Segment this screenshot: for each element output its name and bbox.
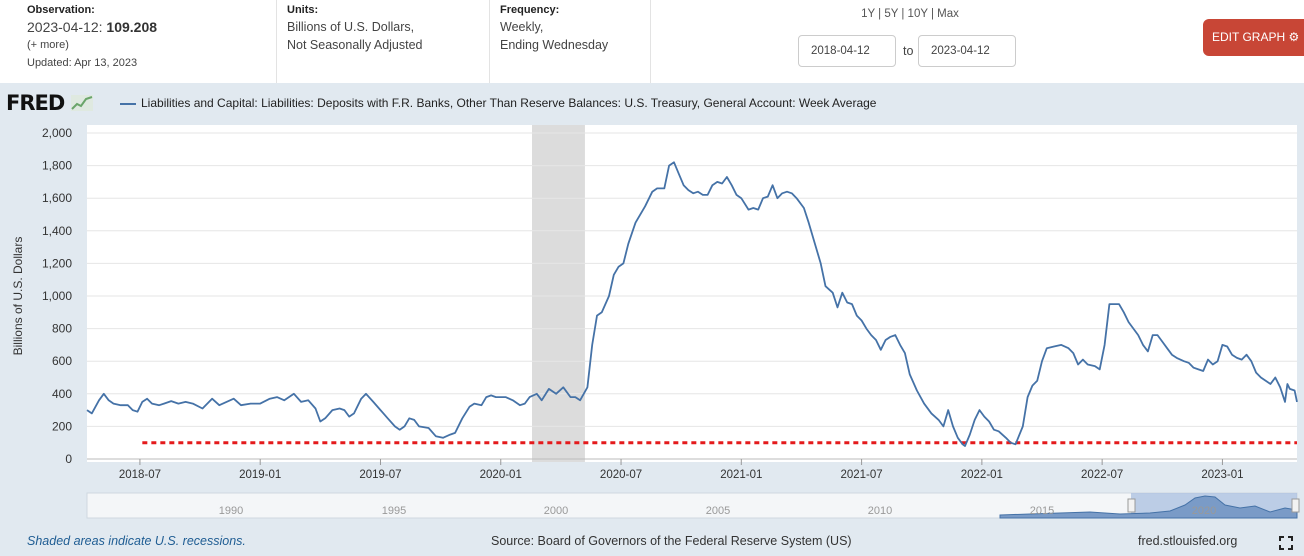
legend-swatch (120, 102, 136, 105)
more-link[interactable]: (+ more) (27, 39, 69, 51)
range-selector[interactable]: 1Y | 5Y | 10Y | Max (861, 8, 959, 20)
site-link[interactable]: fred.stlouisfed.org (1138, 534, 1238, 548)
y-tick-label-1800: 1,800 (42, 159, 72, 173)
x-tick-label-2019-01: 2019-01 (239, 469, 281, 481)
y-tick-label-800: 800 (52, 322, 72, 336)
date-from-input[interactable]: 2018-04-12 (798, 35, 896, 67)
y-tick-label-1400: 1,400 (42, 224, 72, 238)
observation-date: 2023-04-12: (27, 19, 103, 35)
fullscreen-icon[interactable] (1279, 536, 1293, 550)
x-tick-label-2019-07: 2019-07 (359, 469, 401, 481)
x-tick-label-2022-01: 2022-01 (961, 469, 1003, 481)
frequency-line1: Weekly, (500, 20, 544, 34)
x-tick-label-2021-07: 2021-07 (840, 469, 882, 481)
navigator-label-2020: 2020 (1192, 505, 1216, 517)
recession-note: Shaded areas indicate U.S. recessions. (27, 534, 246, 548)
frequency-label: Frequency: (500, 4, 560, 16)
y-tick-label-2000: 2,000 (42, 126, 72, 140)
navigator-label-2000: 2000 (544, 505, 568, 517)
units-line1: Billions of U.S. Dollars, (287, 20, 415, 34)
navigator-label-1990: 1990 (219, 505, 243, 517)
x-tick-label-2021-01: 2021-01 (720, 469, 762, 481)
fred-logo: FRED (6, 91, 93, 115)
updated-date: Updated: Apr 13, 2023 (27, 57, 138, 69)
navigator-label-2015: 2015 (1030, 505, 1054, 517)
edit-graph-button[interactable]: EDIT GRAPH ⚙ (1203, 19, 1304, 56)
observation-label: Observation: (27, 4, 95, 16)
date-to-input[interactable]: 2023-04-12 (918, 35, 1016, 67)
units-label: Units: (287, 4, 319, 16)
header-bar: Observation: 2023-04-12: 109.208 (+ more… (0, 0, 1304, 83)
units-line2: Not Seasonally Adjusted (287, 38, 423, 52)
edit-graph-label: EDIT GRAPH (1212, 30, 1286, 44)
recession-band (532, 125, 585, 462)
x-tick-label-2018-07: 2018-07 (119, 469, 161, 481)
source-note: Source: Board of Governors of the Federa… (491, 534, 852, 548)
y-tick-label-200: 200 (52, 419, 72, 433)
y-tick-label-600: 600 (52, 354, 72, 368)
y-tick-label-400: 400 (52, 387, 72, 401)
plot-background (87, 125, 1297, 462)
y-tick-label-1200: 1,200 (42, 256, 72, 270)
navigator-handle-right (1291, 498, 1300, 513)
x-tick-label-2022-07: 2022-07 (1081, 469, 1123, 481)
x-tick-label-2020-07: 2020-07 (600, 469, 642, 481)
y-tick-label-1000: 1,000 (42, 289, 72, 303)
fred-logo-chart-icon (70, 95, 93, 111)
units-panel: Units: Billions of U.S. Dollars, Not Sea… (277, 0, 490, 83)
navigator-label-2005: 2005 (706, 505, 730, 517)
frequency-line2: Ending Wednesday (500, 38, 609, 52)
x-tick-label-2023-01: 2023-01 (1201, 469, 1243, 481)
observation-panel: Observation: 2023-04-12: 109.208 (+ more… (0, 0, 277, 83)
series-line (86, 161, 1298, 447)
navigator-label-1995: 1995 (382, 505, 406, 517)
frequency-panel: Frequency: Weekly, Ending Wednesday (490, 0, 651, 83)
navigator-label-2010: 2010 (868, 505, 892, 517)
y-axis-title: Billions of U.S. Dollars (11, 237, 25, 356)
y-tick-label-0: 0 (65, 452, 72, 466)
y-tick-label-1600: 1,600 (42, 191, 72, 205)
date-to-label: to (903, 44, 914, 58)
navigator-handle-left (1127, 498, 1136, 513)
x-tick-label-2020-01: 2020-01 (480, 469, 522, 481)
gear-icon: ⚙ (1288, 30, 1300, 44)
observation-value: 109.208 (106, 19, 158, 35)
chart-title: Liabilities and Capital: Liabilities: De… (120, 96, 876, 110)
